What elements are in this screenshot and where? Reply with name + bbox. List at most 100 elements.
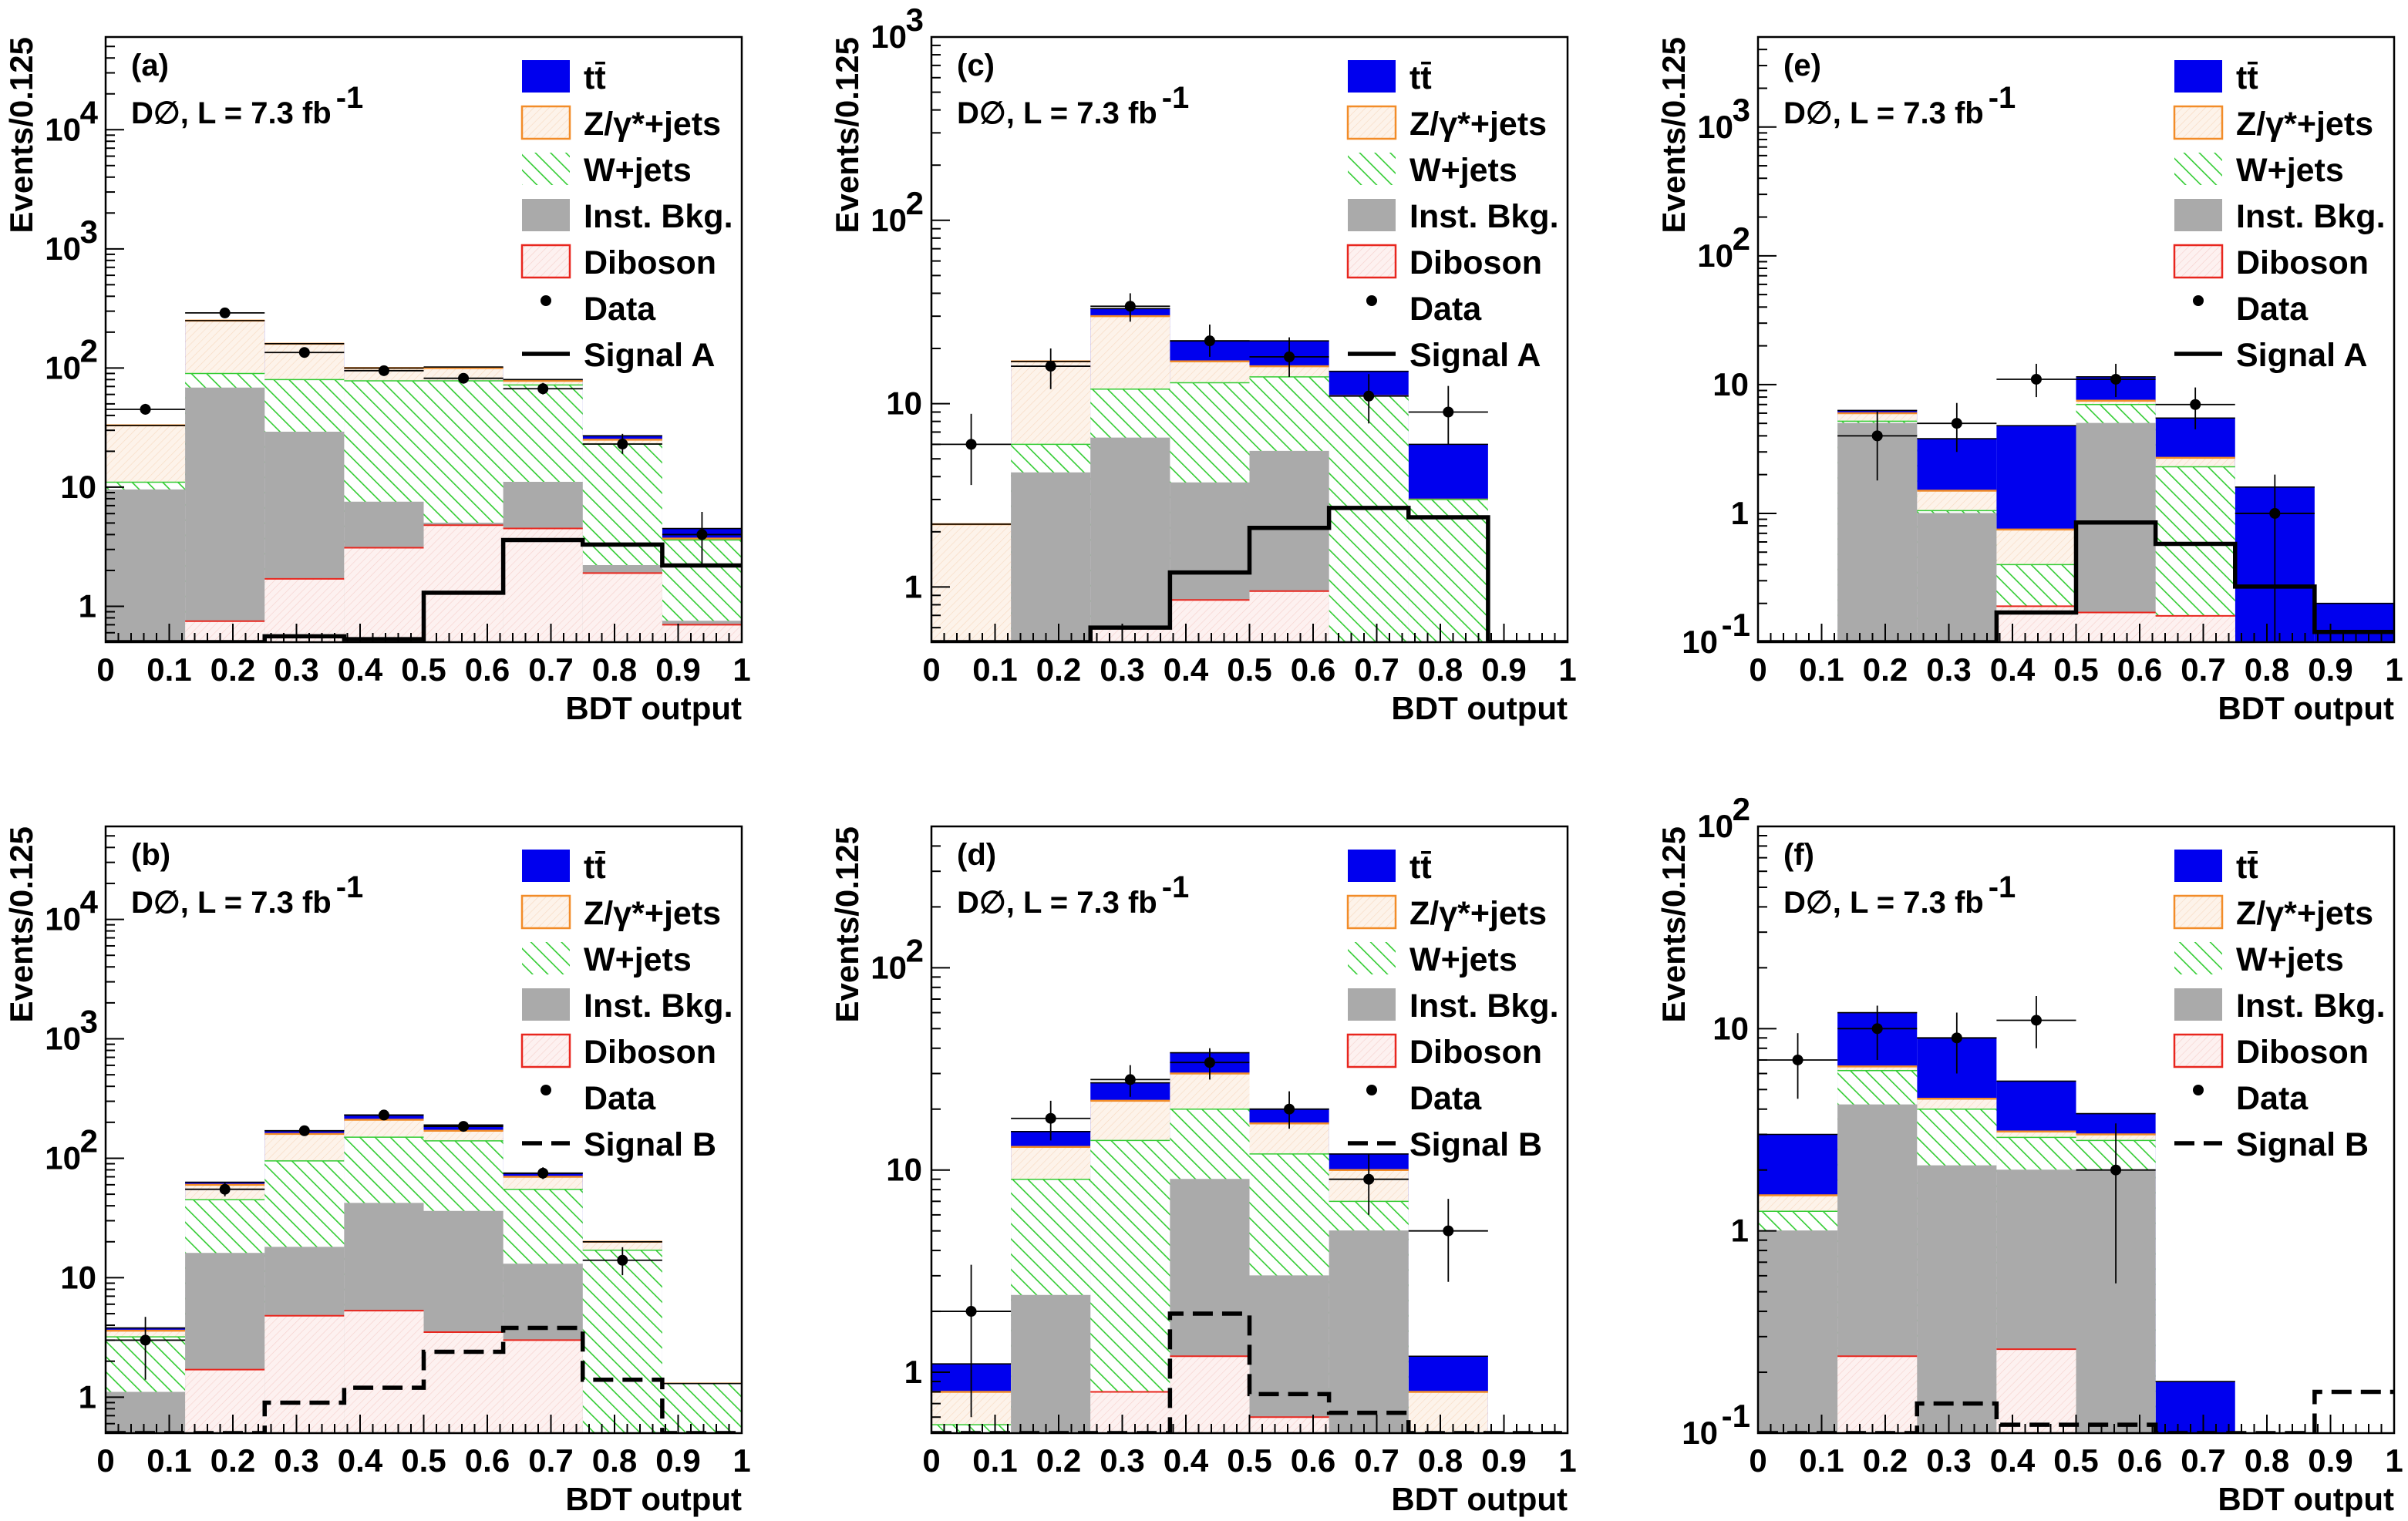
x-tick-label: 0.8 xyxy=(1418,651,1463,688)
legend-swatch-diboson xyxy=(2173,1033,2224,1068)
x-tick-label: 0.9 xyxy=(1481,1442,1526,1479)
luminosity-exponent: -1 xyxy=(1162,81,1190,115)
x-tick-label: 0 xyxy=(1749,1442,1766,1479)
legend-label-ttbar: tt̄ xyxy=(1409,59,1432,96)
legend-label-zjets: Z/γ*+jets xyxy=(2236,895,2373,932)
legend-label-data: Data xyxy=(1409,291,1482,328)
x-tick-label: 0.6 xyxy=(2117,1442,2162,1479)
x-tick-label: 0.9 xyxy=(1481,651,1526,688)
legend-swatch-wjets xyxy=(1348,942,1396,974)
luminosity-exponent: -1 xyxy=(336,81,364,115)
x-tick-label: 0.3 xyxy=(274,1442,318,1479)
luminosity-label: D∅, L = 7.3 fb xyxy=(131,886,332,920)
legend-label-ttbar: tt̄ xyxy=(1409,849,1432,886)
y-tick-exponent: 3 xyxy=(80,214,98,250)
luminosity-exponent: -1 xyxy=(336,870,364,904)
legend-label-data: Data xyxy=(2236,1080,2309,1117)
diboson-bar xyxy=(2076,612,2156,642)
data-point xyxy=(1792,1054,1803,1065)
luminosity-label: D∅, L = 7.3 fb xyxy=(957,96,1157,130)
x-tick-label: 0.3 xyxy=(1100,1442,1144,1479)
y-axis-label: Events/0.125 xyxy=(1655,826,1692,1023)
legend-label-wjets: W+jets xyxy=(1409,152,1517,189)
y-tick-label: 1 xyxy=(904,568,922,604)
legend-swatch-diboson xyxy=(1346,1033,1397,1068)
x-tick-label: 0.4 xyxy=(1164,1442,1209,1479)
data-point xyxy=(696,529,708,540)
wjets-bar xyxy=(582,1250,662,1433)
x-tick-label: 0.8 xyxy=(592,651,637,688)
wjets-bar xyxy=(931,1425,1012,1433)
legend-swatch-ttbar xyxy=(522,850,570,882)
x-tick-label: 0.3 xyxy=(1926,651,1971,688)
luminosity-exponent: -1 xyxy=(1989,870,2016,904)
legend-label-wjets: W+jets xyxy=(2236,152,2344,189)
legend-label-wjets: W+jets xyxy=(584,152,692,189)
x-tick-label: 0.9 xyxy=(655,1442,700,1479)
legend-label-signal: Signal B xyxy=(2236,1126,2369,1163)
diboson-bar xyxy=(1249,591,1329,642)
legend-label-inst: Inst. Bkg. xyxy=(1409,198,1559,235)
legend-label-wjets: W+jets xyxy=(2236,941,2344,978)
data-point xyxy=(219,1183,231,1195)
legend-label-ttbar: tt̄ xyxy=(584,849,606,886)
y-tick-exponent: 2 xyxy=(1733,791,1750,827)
x-tick-label: 0.9 xyxy=(655,651,700,688)
luminosity-label: D∅, L = 7.3 fb xyxy=(1783,96,1984,130)
y-tick-label: 10 xyxy=(871,949,907,985)
y-tick-exponent: 3 xyxy=(906,2,924,38)
diboson-bar xyxy=(264,1315,345,1433)
legend-label-ttbar: tt̄ xyxy=(2236,59,2258,96)
luminosity-exponent: -1 xyxy=(1162,870,1190,904)
ttbar-bar xyxy=(2314,603,2394,642)
panel-label: (f) xyxy=(1783,838,1814,872)
data-point xyxy=(537,383,549,395)
x-axis-label: BDT output xyxy=(565,1481,742,1517)
y-tick-label: 1 xyxy=(1731,495,1749,531)
x-tick-label: 0.6 xyxy=(465,651,510,688)
x-tick-label: 1 xyxy=(1558,651,1576,688)
inst-bar xyxy=(2076,423,2156,642)
inst-bar xyxy=(1917,513,1997,642)
wjets-bar xyxy=(662,1383,742,1433)
x-tick-label: 0.6 xyxy=(465,1442,510,1479)
legend-label-diboson: Diboson xyxy=(1409,244,1542,281)
y-axis-label: Events/0.125 xyxy=(829,826,865,1023)
data-point xyxy=(458,372,470,384)
x-tick-label: 0.3 xyxy=(1926,1442,1971,1479)
y-tick-label: 10 xyxy=(60,1259,96,1295)
diboson-bar xyxy=(1837,1356,1918,1433)
legend-label-inst: Inst. Bkg. xyxy=(2236,988,2386,1025)
x-tick-label: 0 xyxy=(922,651,940,688)
legend: tt̄ Z/γ*+jets W+jets Inst. Bkg. Diboson Data S… xyxy=(2173,59,2386,374)
data-point xyxy=(1443,406,1454,418)
x-tick-label: 0.4 xyxy=(338,1442,383,1479)
y-tick-exponent: 2 xyxy=(1733,220,1750,257)
x-tick-label: 0.4 xyxy=(1990,651,2036,688)
plot-area xyxy=(1758,996,2394,1433)
y-tick-label: 10 xyxy=(1713,366,1749,402)
x-tick-label: 0 xyxy=(1749,651,1766,688)
diboson-bar xyxy=(185,1369,265,1433)
legend-swatch-wjets xyxy=(522,153,570,185)
data-point xyxy=(140,1334,151,1346)
legend-swatch-ttbar xyxy=(2174,850,2222,882)
signal-line xyxy=(931,1311,1568,1433)
panel-label: (c) xyxy=(957,49,995,82)
data-point xyxy=(1124,301,1136,312)
data-point xyxy=(378,1109,389,1121)
data-point xyxy=(2030,1015,2042,1026)
x-tick-label: 0.4 xyxy=(338,651,383,688)
x-tick-label: 0.5 xyxy=(1227,1442,1271,1479)
plot-area xyxy=(931,293,1568,642)
legend-label-diboson: Diboson xyxy=(2236,1034,2369,1071)
legend-label-wjets: W+jets xyxy=(1409,941,1517,978)
inst-bar xyxy=(1758,1230,1838,1433)
legend-label-zjets: Z/γ*+jets xyxy=(584,106,721,143)
legend-swatch-ttbar xyxy=(1348,850,1396,882)
legend-label-ttbar: tt̄ xyxy=(2236,849,2258,886)
legend-label-zjets: Z/γ*+jets xyxy=(1409,106,1547,143)
legend: tt̄ Z/γ*+jets W+jets Inst. Bkg. Diboson Data S… xyxy=(1346,849,1559,1163)
